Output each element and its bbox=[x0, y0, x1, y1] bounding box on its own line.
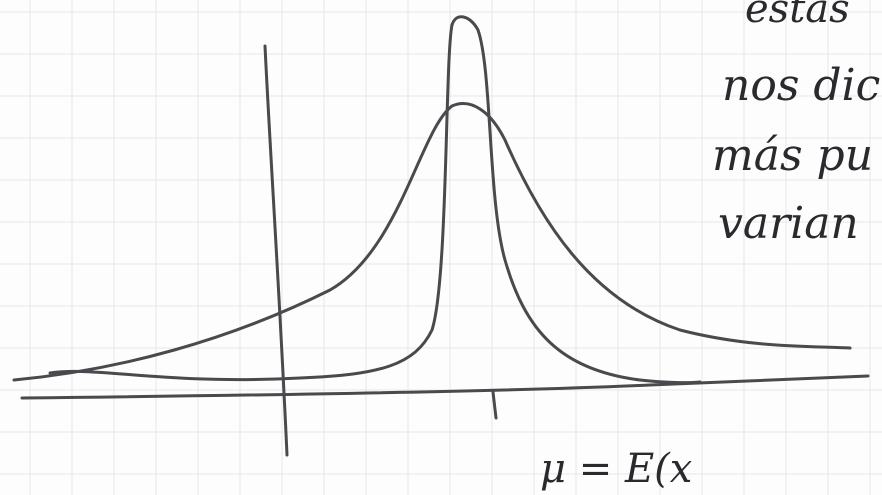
mean-label: μ = E(x bbox=[540, 446, 692, 492]
note-line: nos dic bbox=[722, 60, 880, 111]
vertical-line bbox=[263, 44, 289, 457]
note-line: estas bbox=[745, 0, 850, 32]
mean-tick bbox=[491, 390, 498, 420]
note-line: varian bbox=[718, 198, 859, 249]
note-line: más pu bbox=[712, 130, 873, 181]
horizontal-axis bbox=[20, 374, 870, 400]
wide-curve bbox=[12, 102, 852, 382]
narrow-curve bbox=[48, 15, 702, 385]
